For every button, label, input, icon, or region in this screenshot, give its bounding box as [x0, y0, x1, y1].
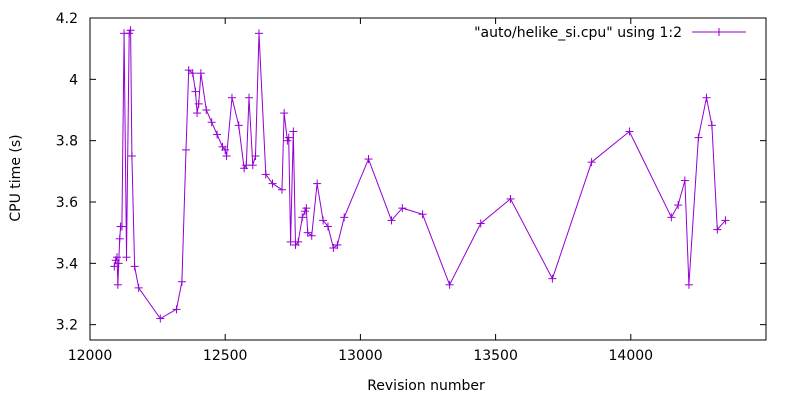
data-point: [302, 204, 311, 213]
data-point: [255, 29, 263, 38]
data-point: [251, 152, 260, 160]
data-point: [134, 283, 143, 292]
legend: "auto/helike_si.cpu" using 1:2: [474, 25, 746, 41]
y-tick-label: 4.2: [56, 11, 78, 27]
data-point: [261, 170, 270, 179]
data-point: [213, 130, 222, 139]
data-point: [222, 152, 231, 160]
data-point: [307, 231, 316, 240]
y-axis-label: CPU time (s): [8, 134, 24, 221]
data-point: [227, 93, 236, 102]
y-tick-label: 3.8: [56, 134, 78, 150]
data-point: [127, 152, 136, 160]
x-tick-label: 13000: [338, 348, 383, 364]
data-point: [329, 244, 338, 252]
y-tick-label: 4: [69, 72, 78, 88]
data-point: [196, 69, 205, 78]
axes: 12000 12500 13000 13500 14000 3.2 3.4 3.6 3.8 4 4.…: [56, 11, 767, 364]
data-point: [244, 93, 253, 102]
x-axis-label: Revision number: [367, 378, 485, 394]
data-point: [702, 93, 711, 102]
data-point: [398, 204, 407, 213]
data-point: [207, 118, 216, 127]
y-tick-label: 3.2: [56, 318, 78, 334]
data-point: [364, 155, 373, 164]
data-point: [548, 274, 557, 283]
data-point: [333, 240, 342, 249]
data-point: [277, 185, 286, 194]
data-point: [193, 109, 202, 118]
data-point: [694, 133, 703, 142]
x-tick-label: 14000: [609, 348, 654, 364]
data-point: [707, 121, 716, 130]
data-point: [587, 158, 596, 167]
legend-marker: [715, 28, 723, 36]
data-point: [418, 210, 427, 219]
legend-label: "auto/helike_si.cpu" using 1:2: [474, 25, 682, 41]
data-point: [280, 109, 289, 118]
data-point: [181, 145, 190, 154]
data-point: [506, 194, 515, 203]
data-point: [202, 106, 211, 114]
data-point: [323, 222, 332, 231]
data-point: [667, 213, 676, 222]
data-point: [319, 216, 328, 225]
data-point: [115, 234, 124, 243]
data-point: [680, 176, 689, 185]
data-point: [114, 259, 123, 268]
data-point: [713, 225, 722, 234]
data-point: [313, 179, 322, 188]
x-tick-label: 13500: [473, 348, 518, 364]
data-point: [289, 127, 298, 136]
plot-area: [110, 26, 730, 323]
data-point: [113, 253, 122, 262]
x-tick-label: 12000: [68, 348, 113, 364]
data-point: [130, 262, 139, 271]
data-point: [126, 26, 135, 35]
data-point: [177, 277, 186, 286]
data-point: [294, 237, 303, 246]
data-point: [674, 201, 683, 210]
data-point: [234, 121, 243, 130]
data-point: [340, 213, 349, 222]
data-point: [387, 216, 396, 225]
data-point: [268, 179, 277, 188]
data-point: [284, 133, 293, 142]
data-point: [625, 127, 634, 136]
data-point: [684, 280, 693, 289]
data-point: [721, 216, 730, 225]
y-tick-label: 3.4: [56, 256, 78, 272]
data-point: [122, 253, 131, 262]
y-tick-label: 3.6: [56, 195, 78, 211]
data-point: [194, 99, 203, 108]
data-point: [188, 69, 197, 78]
series-line: [113, 30, 726, 320]
data-point: [113, 280, 122, 289]
x-tick-label: 12500: [203, 348, 248, 364]
data-point: [110, 262, 119, 271]
data-point: [248, 161, 257, 170]
data-point: [117, 222, 126, 231]
data-point: [156, 314, 165, 323]
data-point: [445, 280, 454, 289]
data-point: [191, 87, 200, 96]
data-point: [303, 228, 312, 237]
data-point: [298, 213, 307, 222]
data-point: [172, 305, 181, 314]
data-point: [184, 66, 193, 75]
data-point: [286, 237, 295, 246]
plot-frame: [89, 17, 767, 341]
data-point: [476, 219, 485, 228]
data-point: [221, 145, 230, 154]
